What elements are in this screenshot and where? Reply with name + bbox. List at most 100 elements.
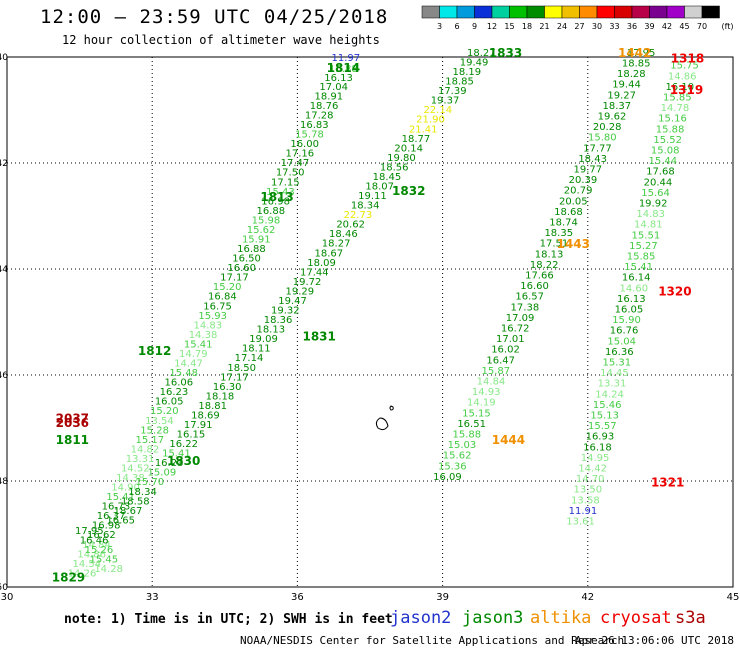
x-tick-label: 30: [1, 592, 14, 603]
swh-value: 15.04: [607, 336, 636, 347]
swh-value: 15.20: [150, 406, 179, 417]
colorbar-tick-label: 70: [697, 22, 707, 31]
swh-value: 19.09: [249, 334, 278, 345]
legend-s3a: s3a: [675, 608, 706, 628]
legend-jason3: jason3: [462, 608, 524, 628]
colorbar-tick-label: 21: [539, 22, 549, 31]
swh-value: 18.19: [452, 67, 481, 78]
x-tick-label: 42: [581, 592, 594, 603]
pass-label: 1831: [302, 330, 335, 344]
swh-value: 14.84: [477, 377, 506, 388]
swh-value: 16.98: [92, 521, 121, 532]
swh-value: 14.47: [174, 359, 203, 370]
colorbar-tick-label: 36: [627, 22, 637, 31]
swh-value: 17.44: [300, 267, 329, 278]
plot-area: [6, 56, 734, 588]
swh-value: 19.72: [293, 277, 322, 288]
pass-label: 1830: [167, 454, 200, 468]
swh-value: 22.73: [344, 210, 373, 221]
y-tick-label: -40: [0, 53, 8, 63]
swh-value: 18.18: [206, 391, 235, 402]
chart-title: 12:00 – 23:59 UTC 04/25/2018: [40, 6, 389, 28]
swh-value: 14.83: [194, 320, 223, 331]
swh-value: 15.88: [452, 430, 481, 441]
swh-value: 14.38: [116, 473, 145, 484]
pass-label: 1443: [557, 237, 590, 251]
swh-value: 14.38: [189, 330, 218, 341]
colorbar-swatch: [474, 5, 493, 19]
pass-label: 1320: [658, 285, 691, 299]
y-tick-label: -46: [0, 371, 8, 381]
swh-value: 13.61: [566, 516, 595, 527]
swh-value: 21.41: [409, 124, 438, 135]
swh-value: 18.27: [467, 48, 496, 59]
swh-value: 18.09: [307, 258, 336, 269]
swh-value: 14.79: [179, 349, 208, 360]
swh-value: 17.09: [506, 313, 535, 324]
pass-label: 1318: [671, 51, 704, 65]
swh-value: 14.54: [73, 559, 102, 570]
swh-value: 15.57: [588, 421, 617, 432]
swh-value: 15.62: [247, 225, 276, 236]
swh-value: 16.88: [237, 244, 266, 255]
swh-value: 17.16: [285, 149, 314, 160]
colorbar-swatch: [666, 5, 685, 19]
legend-cryosat: cryosat: [600, 608, 672, 628]
swh-value: 18.58: [121, 496, 150, 507]
swh-value: 17.15: [271, 177, 300, 188]
swh-value: 16.75: [203, 301, 232, 312]
swh-value: 15.36: [438, 461, 467, 472]
pass-label: 1321: [651, 475, 684, 489]
swh-value: 15.64: [641, 188, 670, 199]
swh-value: 18.43: [578, 154, 607, 165]
swh-value: 16.22: [169, 439, 198, 450]
swh-value: 15.41: [162, 449, 191, 460]
swh-value: 15.41: [106, 492, 135, 503]
swh-value: 16.09: [433, 472, 462, 483]
swh-value: 15.85: [627, 251, 656, 262]
colorbar-tick-label: 9: [472, 22, 477, 31]
swh-value: 14.81: [634, 220, 663, 231]
swh-value: 19.37: [431, 96, 460, 107]
swh-value: 14.52: [121, 463, 150, 474]
swh-value: 18.13: [256, 325, 285, 336]
swh-value: 15.51: [632, 230, 661, 241]
swh-value: 13.31: [598, 379, 627, 390]
swh-value: 16.13: [617, 294, 646, 305]
swh-value: 18.67: [315, 248, 344, 259]
swh-value: 11.91: [569, 506, 598, 517]
swh-value: 16.73: [102, 502, 131, 513]
swh-value: 18.22: [530, 260, 559, 271]
swh-value: 16.00: [290, 139, 319, 150]
swh-value: 14.93: [472, 387, 501, 398]
colorbar-swatch: [614, 5, 633, 19]
x-tick-label: 45: [727, 592, 740, 603]
swh-value: 14.19: [467, 398, 496, 409]
colorbar-swatch: [544, 5, 563, 19]
colorbar-swatch: [596, 5, 615, 19]
swh-value: 20.28: [593, 122, 622, 133]
colorbar-tick-label: 45: [679, 22, 689, 31]
pass-label: 2036: [56, 416, 89, 430]
swh-value: 16.72: [501, 324, 530, 335]
colorbar-tick-label: 24: [557, 22, 567, 31]
colorbar-tick-label: 18: [522, 22, 532, 31]
pass-label: 1813: [260, 190, 293, 204]
swh-value: 15.46: [593, 400, 622, 411]
swh-value: 15.20: [213, 282, 242, 293]
pass-labels: 1814 1813 1812 1811 1829 1830 1831 1832 1833 1442…: [52, 46, 704, 585]
y-tick-label: -42: [0, 159, 8, 169]
swh-value: 16.84: [208, 292, 237, 303]
swh-value: 14.90: [111, 483, 140, 494]
grid-lines: [7, 57, 733, 587]
swh-value: 14.84: [82, 540, 111, 551]
swh-value: 15.15: [462, 408, 491, 419]
swh-value: 17.17: [220, 372, 249, 383]
swh-value: 14.95: [581, 453, 610, 464]
swh-value: 17.47: [281, 158, 310, 169]
swh-value: 14.42: [578, 463, 607, 474]
swh-value: 18.34: [351, 201, 380, 212]
colorbar-tick-label: 15: [504, 22, 514, 31]
swh-value: 15.91: [242, 235, 271, 246]
swh-value: 18.74: [549, 218, 578, 229]
